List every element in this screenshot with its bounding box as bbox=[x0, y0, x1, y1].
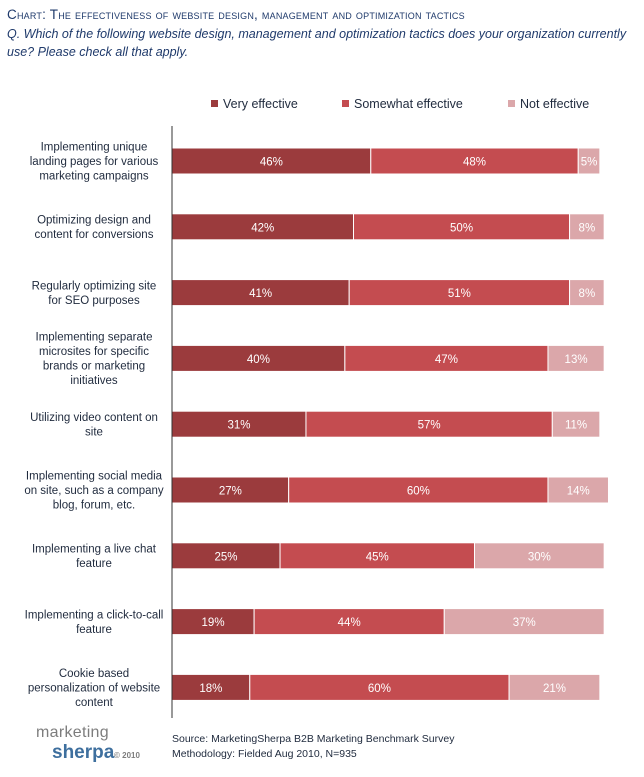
data-label-very-effective: 41% bbox=[249, 288, 272, 300]
bar-segment-very-effective bbox=[171, 344, 346, 372]
data-label-not-effective: 21% bbox=[543, 683, 566, 695]
bar-segment-very-effective bbox=[171, 542, 281, 570]
logo-text-sherpa: sherpa bbox=[52, 742, 115, 763]
bar-segment-very-effective bbox=[171, 476, 290, 504]
data-label-somewhat-effective: 60% bbox=[368, 683, 391, 695]
data-label-somewhat-effective: 45% bbox=[366, 551, 389, 563]
bar-segment-somewhat-effective bbox=[348, 279, 571, 307]
legend-label-somewhat-effective: Somewhat effective bbox=[354, 97, 463, 111]
logo-year: © 2010 bbox=[114, 751, 140, 760]
data-label-very-effective: 18% bbox=[199, 683, 222, 695]
data-label-not-effective: 13% bbox=[565, 354, 588, 366]
category-label: Implementing separate microsites for spec… bbox=[36, 332, 153, 388]
data-label-very-effective: 40% bbox=[247, 354, 270, 366]
data-label-not-effective: 30% bbox=[528, 551, 551, 563]
data-label-very-effective: 27% bbox=[219, 486, 242, 498]
data-label-somewhat-effective: 60% bbox=[407, 486, 430, 498]
chart-title: Chart: The effectiveness of website desi… bbox=[7, 7, 465, 22]
bar-segment-very-effective bbox=[171, 147, 372, 175]
bar-segment-not-effective bbox=[547, 344, 605, 372]
bar-segment-not-effective bbox=[547, 476, 609, 504]
data-label-somewhat-effective: 44% bbox=[338, 617, 361, 629]
legend-swatch-somewhat-effective bbox=[342, 100, 349, 107]
data-label-not-effective: 8% bbox=[579, 288, 596, 300]
legend-label-very-effective: Very effective bbox=[223, 97, 298, 111]
data-label-not-effective: 5% bbox=[581, 157, 598, 169]
data-label-very-effective: 42% bbox=[251, 222, 274, 234]
marketingsherpa-logo: marketing sherpa © 2010 bbox=[26, 722, 161, 770]
bar-segment-not-effective bbox=[474, 542, 605, 570]
data-label-very-effective: 46% bbox=[260, 157, 283, 169]
footer-methodology: Methodology: Fielded Aug 2010, N=935 bbox=[172, 748, 357, 760]
bar-segment-not-effective bbox=[577, 147, 601, 175]
category-label: Implementing a live chat feature bbox=[32, 544, 157, 571]
bar-segment-not-effective bbox=[569, 213, 605, 241]
bar-segment-not-effective bbox=[443, 608, 605, 636]
bar-segment-somewhat-effective bbox=[253, 608, 445, 636]
data-label-not-effective: 8% bbox=[579, 222, 596, 234]
bar-segment-very-effective bbox=[171, 279, 350, 307]
category-label: Utilizing video content on site bbox=[30, 412, 158, 439]
data-label-not-effective: 37% bbox=[513, 617, 536, 629]
logo-text-marketing: marketing bbox=[36, 724, 109, 741]
category-label: Regularly optimizing site for SEO purpose… bbox=[32, 280, 157, 307]
data-label-somewhat-effective: 57% bbox=[418, 420, 441, 432]
category-label: Optimizing design and content for convers… bbox=[35, 215, 154, 242]
legend-label-not-effective: Not effective bbox=[520, 97, 589, 111]
legend-swatch-not-effective bbox=[508, 100, 515, 107]
data-label-somewhat-effective: 50% bbox=[450, 222, 473, 234]
data-label-somewhat-effective: 48% bbox=[463, 157, 486, 169]
bar-segment-somewhat-effective bbox=[279, 542, 476, 570]
data-label-not-effective: 14% bbox=[567, 486, 590, 498]
data-label-very-effective: 25% bbox=[215, 551, 238, 563]
category-label: Implementing unique landing pages for var… bbox=[30, 142, 159, 183]
legend: Very effective Somewhat effective Not effe… bbox=[211, 97, 589, 111]
bar-segment-somewhat-effective bbox=[288, 476, 549, 504]
bar-segment-very-effective bbox=[171, 673, 251, 701]
category-label: Cookie based personalization of website co… bbox=[28, 668, 160, 709]
bars: 46% 48% 5% 42% 50% 8% 41% 51% 8% 40% 47% 13% 31% 57% 1… bbox=[171, 147, 609, 701]
bar-segment-not-effective bbox=[508, 673, 601, 701]
category-label: Implementing social media on site, such a… bbox=[24, 471, 164, 512]
bar-segment-very-effective bbox=[171, 410, 307, 438]
data-label-very-effective: 31% bbox=[227, 420, 250, 432]
data-label-very-effective: 19% bbox=[202, 617, 225, 629]
data-label-somewhat-effective: 51% bbox=[448, 288, 471, 300]
category-label: Implementing a click-to-call feature bbox=[25, 609, 164, 636]
legend-swatch-very-effective bbox=[211, 100, 218, 107]
bar-segment-not-effective bbox=[551, 410, 601, 438]
bar-segment-somewhat-effective bbox=[305, 410, 553, 438]
chart-question: Q. Which of the following website design… bbox=[7, 27, 627, 59]
data-label-not-effective: 11% bbox=[565, 420, 587, 432]
bar-segment-somewhat-effective bbox=[249, 673, 510, 701]
data-label-somewhat-effective: 47% bbox=[435, 354, 458, 366]
bar-segment-somewhat-effective bbox=[370, 147, 579, 175]
category-labels: Implementing unique landing pages for var… bbox=[24, 142, 164, 709]
bar-segment-not-effective bbox=[569, 279, 605, 307]
footer-source: Source: MarketingSherpa B2B Marketing Be… bbox=[172, 733, 455, 745]
